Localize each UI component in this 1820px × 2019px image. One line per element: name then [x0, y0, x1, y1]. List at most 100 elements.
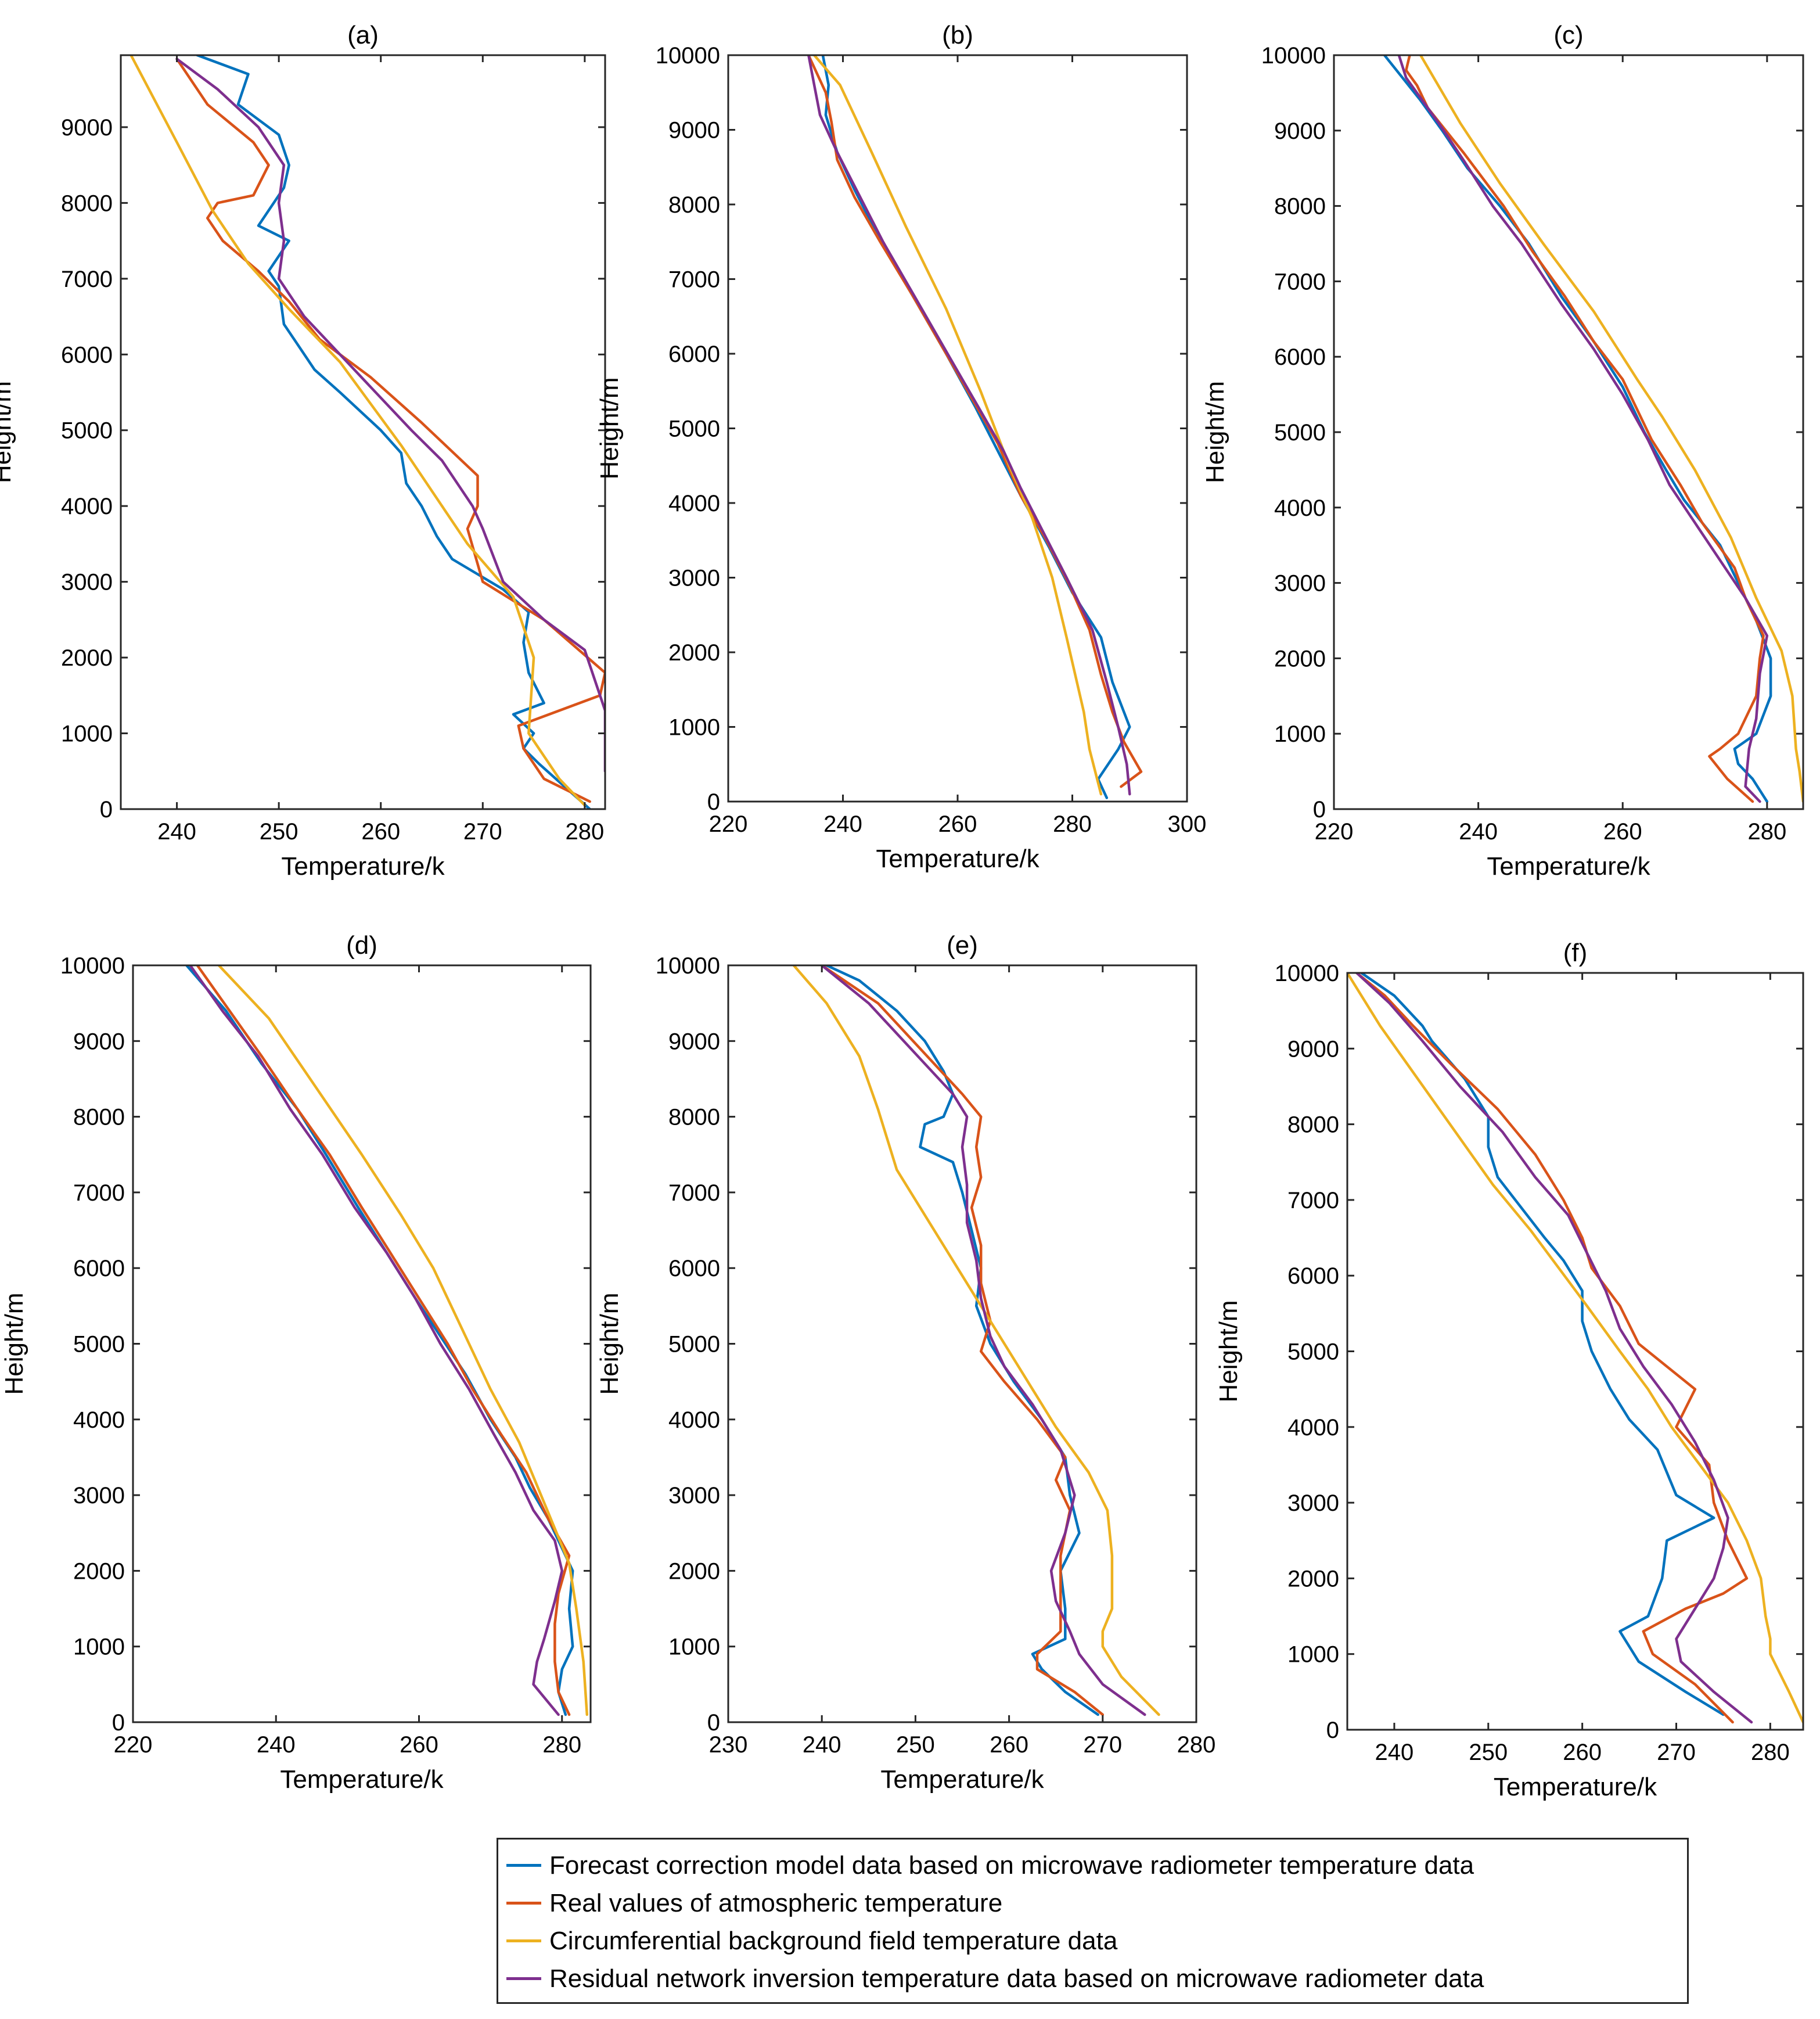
x-axis-label: Temperature/k: [876, 845, 1040, 873]
chart-title: (c): [1553, 21, 1583, 49]
y-tick-label: 0: [1313, 797, 1326, 822]
y-tick-label: 8000: [1287, 1112, 1339, 1138]
y-tick-label: 0: [1326, 1718, 1339, 1743]
x-tick-label: 220: [114, 1732, 153, 1758]
y-tick-label: 8000: [1274, 194, 1326, 220]
y-axis-label: Height/m: [595, 1292, 624, 1395]
y-tick-label: 5000: [1274, 420, 1326, 446]
y-tick-label: 0: [112, 1710, 125, 1736]
x-tick-label: 280: [1751, 1740, 1790, 1765]
x-tick-label: 270: [1083, 1732, 1122, 1758]
x-tick-label: 250: [260, 819, 298, 845]
x-tick-label: 220: [709, 811, 748, 837]
series-line: [812, 55, 1103, 796]
legend-swatch: [506, 1977, 541, 1980]
legend-label: Circumferential background field tempera…: [549, 1926, 1118, 1955]
y-tick-label: 2000: [1287, 1566, 1339, 1592]
y-tick-label: 3000: [668, 566, 720, 591]
series-line: [820, 965, 1105, 1716]
y-tick-label: 9000: [61, 115, 113, 141]
axes-frame: [727, 54, 1188, 803]
x-tick-label: 280: [1747, 819, 1786, 845]
x-axis-label: Temperature/k: [280, 1765, 444, 1794]
x-tick-label: 280: [566, 819, 605, 845]
y-axis-label: Height/m: [0, 1292, 28, 1395]
series-line: [1383, 55, 1772, 803]
x-tick-label: 260: [361, 819, 400, 845]
x-axis-label: Temperature/k: [281, 852, 445, 881]
y-tick-label: 3000: [73, 1483, 125, 1508]
y-tick-label: 9000: [1274, 118, 1326, 144]
y-tick-label: 9000: [73, 1029, 125, 1054]
y-tick-label: 1000: [61, 721, 113, 747]
legend-label: Residual network inversion temperature d…: [549, 1964, 1484, 1993]
y-tick-label: 3000: [61, 570, 113, 595]
y-tick-label: 5000: [1287, 1339, 1339, 1365]
x-tick-label: 220: [1315, 819, 1354, 845]
chart-title: (a): [347, 21, 379, 49]
x-tick-label: 260: [400, 1732, 438, 1758]
legend-item: Residual network inversion temperature d…: [506, 1960, 1679, 1998]
y-tick-label: 9000: [668, 1029, 720, 1054]
series-line: [1347, 973, 1803, 1724]
y-tick-label: 3000: [1274, 571, 1326, 597]
y-tick-label: 10000: [656, 43, 720, 69]
chart-title: (e): [947, 931, 978, 960]
y-tick-label: 6000: [668, 342, 720, 367]
x-axis-label: Temperature/k: [1494, 1773, 1657, 1801]
y-tick-label: 10000: [1261, 43, 1326, 69]
x-tick-label: 280: [542, 1732, 581, 1758]
y-tick-label: 0: [100, 797, 113, 822]
y-tick-label: 6000: [61, 342, 113, 368]
y-tick-label: 5000: [668, 416, 720, 442]
axes-frame: [132, 964, 592, 1723]
series-line: [807, 55, 1131, 796]
y-tick-label: 3000: [1287, 1490, 1339, 1516]
chart-panel-d: 220 240 260 280 0 1000 2000 3000 4000 5000 6000 700…: [0, 931, 592, 1794]
y-tick-label: 7000: [73, 1180, 125, 1206]
series-line: [1419, 55, 1803, 803]
series-line: [821, 55, 1131, 799]
y-tick-label: 2000: [73, 1558, 125, 1584]
x-tick-label: 300: [1168, 811, 1207, 837]
y-axis-label: Height/m: [1201, 381, 1229, 483]
y-tick-label: 9000: [1287, 1036, 1339, 1062]
legend-label: Forecast correction model data based on …: [549, 1851, 1474, 1880]
y-tick-label: 4000: [1274, 495, 1326, 521]
y-tick-label: 1000: [1274, 721, 1326, 747]
x-tick-label: 240: [257, 1732, 296, 1758]
series-line: [792, 965, 1160, 1716]
x-tick-label: 250: [1469, 1740, 1508, 1765]
legend-label: Real values of atmospheric temperature: [549, 1888, 1003, 1917]
chart-title: (f): [1563, 939, 1588, 967]
y-tick-label: 7000: [668, 1180, 720, 1206]
x-tick-label: 280: [1053, 811, 1092, 837]
y-tick-label: 10000: [656, 953, 720, 979]
chart-panel-b: 220 240 260 280 3000100020003000400050006000…: [595, 21, 1206, 873]
y-tick-label: 1000: [668, 715, 720, 741]
series-line: [196, 965, 571, 1716]
y-tick-label: 4000: [668, 491, 720, 516]
legend: Forecast correction model data based on …: [497, 1838, 1689, 2004]
x-tick-label: 240: [1375, 1740, 1414, 1765]
series-line: [217, 965, 589, 1716]
y-tick-label: 7000: [1287, 1188, 1339, 1213]
x-tick-label: 260: [1563, 1740, 1602, 1765]
y-tick-label: 2000: [668, 640, 720, 666]
y-tick-label: 10000: [60, 953, 125, 979]
series-line: [807, 55, 1143, 788]
x-tick-label: 240: [157, 819, 196, 845]
y-tick-label: 9000: [668, 118, 720, 143]
series-line: [185, 965, 574, 1716]
legend-item: Real values of atmospheric temperature: [506, 1884, 1679, 1922]
chart-title: (d): [346, 931, 377, 960]
x-axis-label: Temperature/k: [880, 1765, 1044, 1794]
chart-title: (b): [942, 21, 973, 49]
axes-frame: [120, 54, 606, 810]
y-tick-label: 4000: [73, 1407, 125, 1433]
y-tick-label: 10000: [1275, 961, 1339, 986]
y-axis-label: Height/m: [1214, 1300, 1243, 1402]
series-line: [1405, 55, 1765, 803]
y-tick-label: 0: [707, 789, 720, 815]
